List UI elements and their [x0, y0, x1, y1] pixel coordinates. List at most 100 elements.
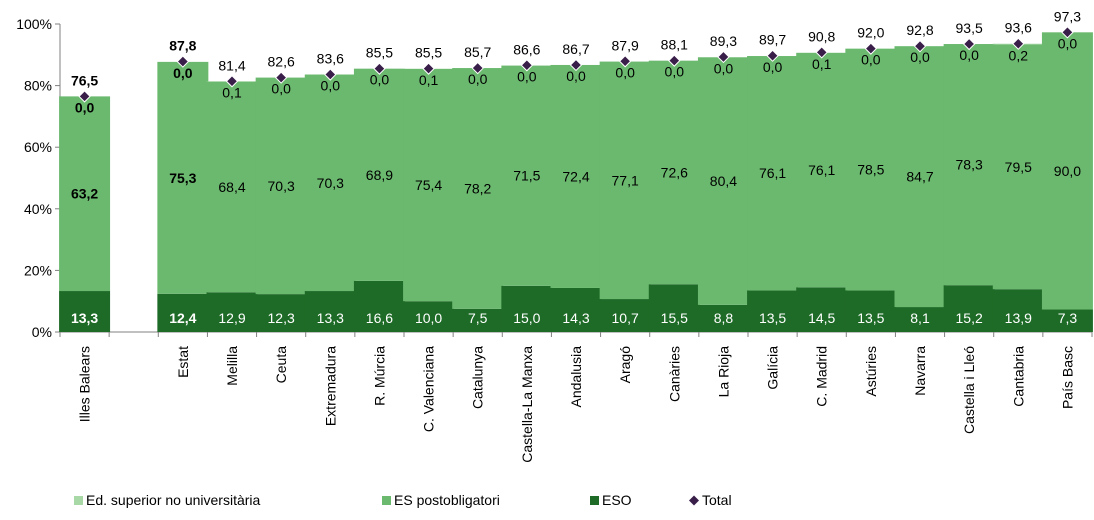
data-label: 70,3	[317, 175, 344, 191]
bar-segment-es-postobligatori	[943, 44, 995, 286]
total-label: 93,6	[1005, 20, 1032, 36]
total-marker	[962, 37, 976, 51]
bar-segment-es-postobligatori	[452, 68, 504, 309]
bar-segment-es-postobligatori	[304, 74, 356, 292]
category-label: Castella i Lleó	[961, 346, 977, 434]
category-label: Galícia	[765, 346, 781, 390]
data-label: 12,4	[169, 310, 196, 326]
total-marker	[864, 42, 878, 55]
total-label: 92,0	[857, 25, 884, 41]
category-label: La Rioja	[715, 346, 731, 398]
total-marker	[324, 68, 337, 81]
y-tick-label: 0%	[32, 324, 52, 340]
total-label: 76,5	[71, 72, 98, 88]
data-label: 8,1	[910, 310, 930, 326]
data-label: 78,5	[857, 162, 884, 178]
total-marker	[1012, 37, 1025, 50]
bar-segment-eso	[550, 287, 602, 332]
bars	[59, 32, 1093, 332]
data-label: 75,3	[169, 170, 196, 186]
data-label: 14,3	[562, 310, 589, 326]
data-label: 0,0	[517, 69, 537, 85]
legend-swatch	[590, 496, 599, 505]
total-marker	[225, 75, 239, 88]
category-label: Estat	[175, 346, 191, 378]
bar-segment-eso	[648, 284, 700, 332]
bar-segment-es-postobligatori	[501, 65, 553, 286]
data-label: 0,0	[75, 99, 95, 115]
bar-segment-es-postobligatori	[1041, 32, 1093, 310]
y-tick-label: 80%	[24, 78, 52, 94]
total-label: 82,6	[268, 54, 295, 70]
bar-segment-eso	[59, 291, 111, 332]
total-marker	[471, 61, 484, 75]
data-label: 10,0	[415, 310, 442, 326]
y-tick-label: 40%	[24, 201, 52, 217]
bar-segment-es-postobligatori	[992, 44, 1044, 290]
category-label: R. Múrcia	[371, 346, 387, 406]
data-label: 0,0	[271, 81, 291, 97]
data-label: 14,5	[808, 310, 835, 326]
data-label: 0,0	[615, 65, 635, 81]
category-labels: Illes Balears Estat Melilla Ceuta Extremadur…	[77, 346, 1076, 463]
total-label: 83,6	[317, 51, 344, 67]
category-label: Catalunya	[470, 346, 486, 409]
bar-segment-eso	[304, 291, 356, 332]
data-label: 0,0	[370, 72, 390, 88]
bar-segment-es-postobligatori	[353, 68, 405, 281]
total-label: 93,5	[956, 20, 983, 36]
category-label: Astúries	[863, 346, 879, 397]
data-label: 15,5	[661, 310, 688, 326]
data-label: 80,4	[710, 173, 737, 189]
bar-segment-es-postobligatori	[599, 61, 651, 300]
bar-segment-es-postobligatori	[157, 61, 209, 294]
data-label: 76,1	[759, 165, 786, 181]
y-tick-label: 20%	[24, 262, 52, 278]
total-marker	[520, 59, 534, 72]
total-marker	[176, 55, 190, 68]
total-label: 92,8	[906, 22, 933, 38]
data-label: 0,0	[763, 59, 783, 75]
category-label: Navarra	[912, 346, 928, 396]
data-label: 72,6	[661, 164, 688, 180]
data-label: 13,5	[857, 310, 884, 326]
data-label: 0,0	[321, 78, 341, 94]
data-label: 68,9	[366, 167, 393, 183]
bar-segment-eso	[943, 285, 995, 332]
data-label: 13,5	[759, 310, 786, 326]
total-marker	[373, 62, 386, 75]
legend-label: Total	[702, 492, 732, 508]
data-label: 70,3	[268, 178, 295, 194]
data-label: 0,1	[222, 85, 242, 101]
data-label: 15,2	[956, 310, 983, 326]
data-label: 10,7	[612, 310, 639, 326]
category-label: Extremadura	[322, 346, 338, 426]
bar-segment-eso	[403, 301, 455, 332]
total-marker	[766, 49, 779, 62]
bar-segment-eso	[894, 307, 946, 332]
data-label: 90,0	[1054, 163, 1081, 179]
bar-segment-eso	[353, 280, 405, 332]
total-label: 90,8	[808, 28, 835, 44]
category-label: Cantabria	[1010, 346, 1026, 407]
data-label: 0,0	[910, 49, 930, 65]
data-label: 0,0	[566, 68, 586, 84]
category-label: Ceuta	[273, 346, 289, 384]
data-label: 13,3	[317, 310, 344, 326]
bar-segment-es-postobligatori	[550, 64, 602, 288]
bar-segment-es-postobligatori	[845, 48, 897, 291]
total-label: 86,6	[513, 41, 540, 57]
data-label: 68,4	[218, 179, 245, 195]
total-marker	[618, 55, 632, 68]
total-label: 85,5	[366, 45, 393, 61]
data-label: 12,9	[218, 310, 245, 326]
data-label: 79,5	[1005, 159, 1032, 175]
data-label: 0,0	[173, 65, 193, 81]
total-marker	[422, 62, 435, 75]
bar-segment-eso	[796, 287, 848, 332]
data-label: 13,9	[1005, 310, 1032, 326]
data-labels: 13,3 63,2 0,0 12,4 75,3 0,0 12,9 68,4 0,1 12,3 70,…	[71, 35, 1081, 326]
bar-segment-es-postobligatori	[894, 46, 946, 308]
category-label: Melilla	[224, 346, 240, 386]
